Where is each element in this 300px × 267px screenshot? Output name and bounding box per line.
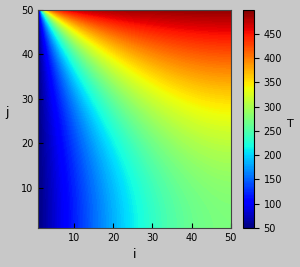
Y-axis label: T: T bbox=[287, 119, 294, 129]
X-axis label: i: i bbox=[133, 249, 136, 261]
Y-axis label: j: j bbox=[6, 106, 9, 119]
